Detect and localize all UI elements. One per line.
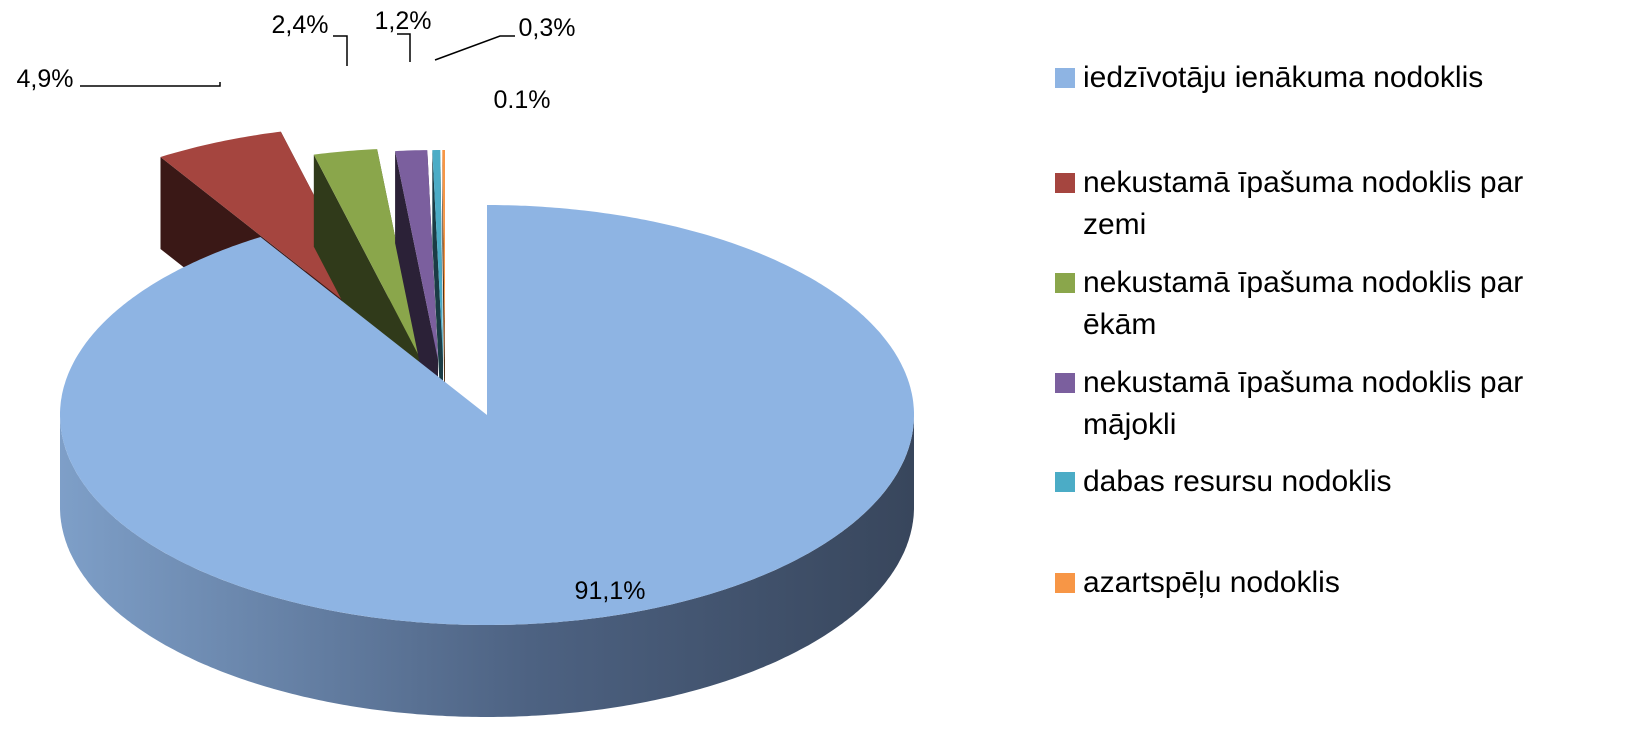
legend-item: nekustamā īpašuma nodoklis par zemi bbox=[1055, 162, 1645, 246]
legend-label: azartspēļu nodoklis bbox=[1083, 566, 1340, 599]
legend-swatch bbox=[1055, 573, 1075, 593]
pie-area: 91,1% 4,9% 2,4% 1,2% 0,3% 0.1% bbox=[17, 7, 914, 717]
data-label: 2,4% bbox=[272, 11, 329, 39]
legend-item: nekustamā īpašuma nodoklis par ēkām bbox=[1055, 262, 1645, 346]
data-label: 1,2% bbox=[375, 7, 432, 35]
legend-label: iedzīvotāju ienākuma nodoklis bbox=[1083, 61, 1484, 94]
legend-swatch bbox=[1055, 173, 1075, 193]
legend-label: nekustamā īpašuma nodoklis par ēkām bbox=[1083, 266, 1524, 341]
data-label: 0.1% bbox=[494, 86, 551, 114]
legend-label: nekustamā īpašuma nodoklis par zemi bbox=[1083, 166, 1524, 241]
slice-wall bbox=[60, 415, 914, 717]
slice bbox=[432, 150, 443, 360]
legend-swatch bbox=[1055, 273, 1075, 293]
leader-line bbox=[333, 35, 348, 66]
slice bbox=[313, 149, 420, 358]
leader-line bbox=[397, 33, 411, 62]
data-label: 4,9% bbox=[17, 65, 74, 93]
legend-swatch bbox=[1055, 373, 1075, 393]
legend-swatch bbox=[1055, 68, 1075, 88]
legend-item: dabas resursu nodoklis bbox=[1055, 461, 1645, 503]
data-label: 91,1% bbox=[575, 577, 646, 605]
slice bbox=[60, 205, 914, 625]
legend-item: azartspēļu nodoklis bbox=[1055, 562, 1645, 604]
legend-item: iedzīvotāju ienākuma nodoklis bbox=[1055, 57, 1645, 99]
slice bbox=[442, 150, 445, 360]
leader-line bbox=[434, 35, 515, 61]
slice-side bbox=[442, 150, 445, 452]
leader-line bbox=[80, 82, 221, 87]
slice bbox=[395, 150, 438, 360]
legend-label: dabas resursu nodoklis bbox=[1083, 465, 1392, 498]
data-label: 0,3% bbox=[519, 14, 576, 42]
legend-label: nekustamā īpašuma nodoklis par mājokli bbox=[1083, 366, 1524, 441]
legend-swatch bbox=[1055, 472, 1075, 492]
legend-item: nekustamā īpašuma nodoklis par mājokli bbox=[1055, 362, 1645, 446]
slice-side bbox=[432, 150, 443, 452]
slice bbox=[160, 131, 387, 335]
